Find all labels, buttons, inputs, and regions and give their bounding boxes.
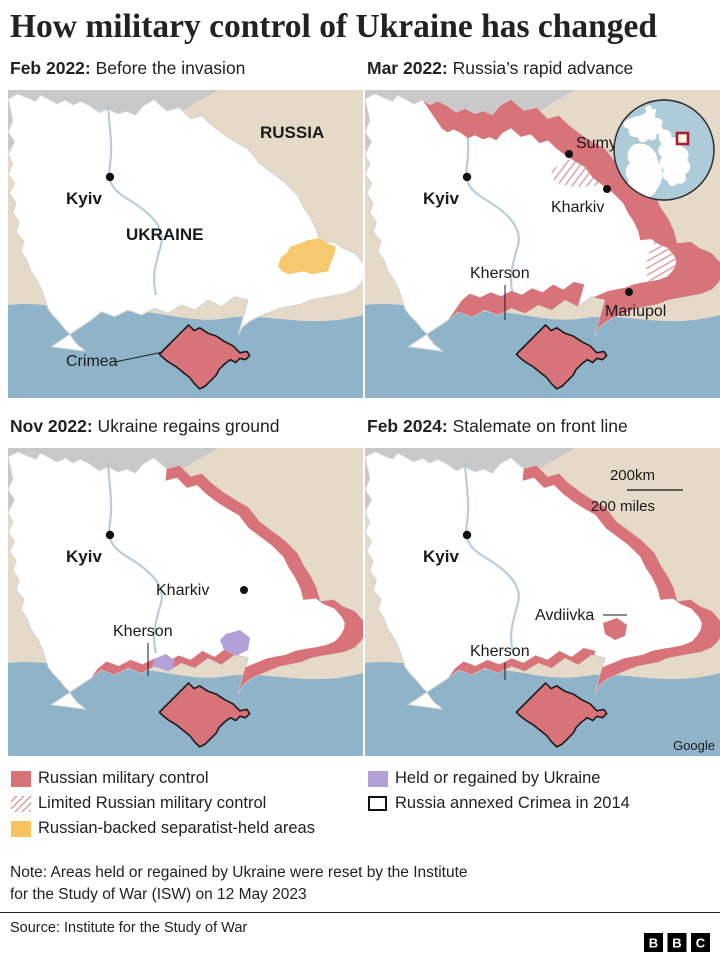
svg-text:Kyiv: Kyiv bbox=[66, 547, 102, 566]
svg-text:RUSSIA: RUSSIA bbox=[260, 123, 324, 142]
svg-text:200km: 200km bbox=[610, 467, 655, 484]
svg-text:Kyiv: Kyiv bbox=[423, 189, 459, 208]
svg-text:Google: Google bbox=[673, 738, 715, 753]
svg-text:Kherson: Kherson bbox=[470, 265, 530, 282]
svg-text:C: C bbox=[696, 936, 706, 951]
svg-text:Kharkiv: Kharkiv bbox=[551, 199, 604, 216]
svg-text:Kyiv: Kyiv bbox=[423, 547, 459, 566]
svg-text:Kherson: Kherson bbox=[113, 623, 173, 640]
svg-text:Sumy: Sumy bbox=[576, 135, 617, 152]
svg-text:UKRAINE: UKRAINE bbox=[126, 225, 203, 244]
svg-text:Mariupol: Mariupol bbox=[605, 303, 666, 320]
svg-text:Crimea: Crimea bbox=[66, 353, 118, 370]
svg-text:B: B bbox=[672, 936, 681, 951]
svg-text:Kharkiv: Kharkiv bbox=[156, 582, 209, 599]
svg-text:200 miles: 200 miles bbox=[591, 498, 655, 515]
svg-text:Kyiv: Kyiv bbox=[66, 189, 102, 208]
svg-text:Avdiivka: Avdiivka bbox=[535, 607, 594, 624]
svg-text:Kherson: Kherson bbox=[470, 643, 530, 660]
svg-text:B: B bbox=[649, 936, 658, 951]
